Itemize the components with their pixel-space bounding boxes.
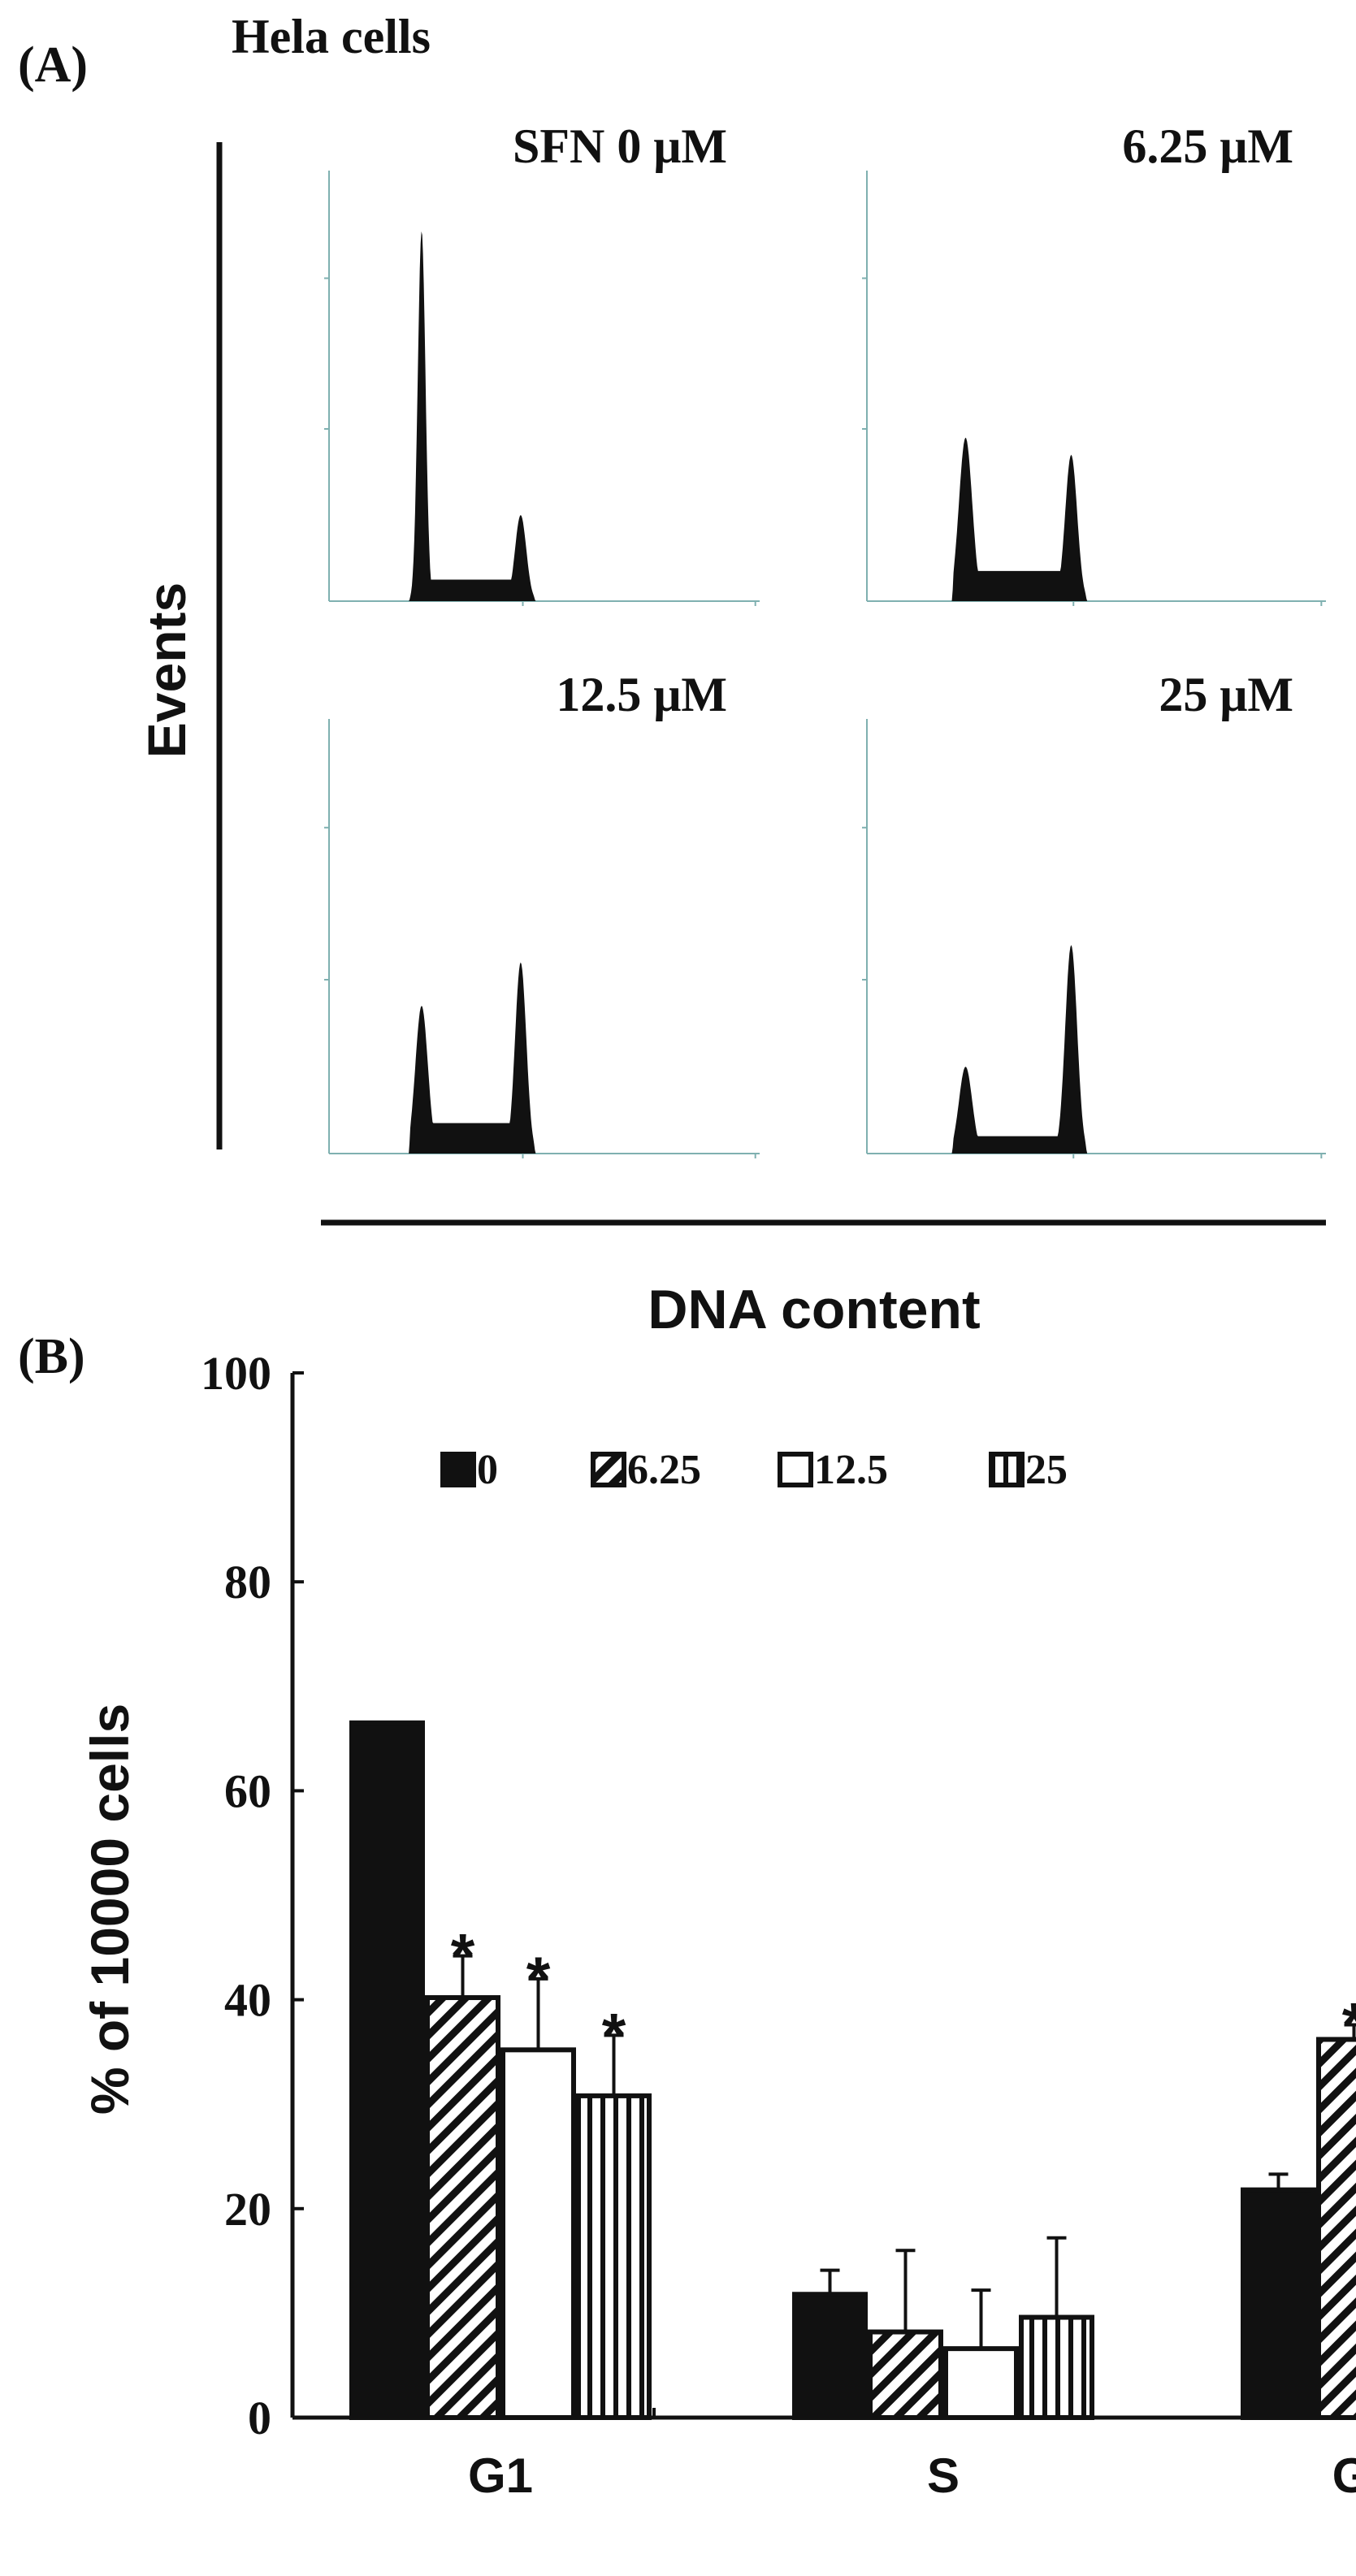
legend-swatch: [440, 1452, 476, 1487]
legend-label: 6.25: [627, 1447, 701, 1493]
y-tick-label: 0: [248, 2392, 271, 2444]
significance-mark: *: [451, 1922, 475, 1991]
histogram-panel: SFN 0 μM: [324, 119, 760, 606]
histogram-profile: [951, 437, 1088, 601]
legend-item: 12.5: [778, 1447, 888, 1493]
histogram-panel: 25 μM: [862, 668, 1326, 1158]
x-tick-label: G2/M: [1332, 2448, 1356, 2503]
histogram-profile: [409, 231, 536, 601]
panel-a-label: (A): [18, 37, 88, 93]
x-tick-label: G1: [468, 2448, 533, 2503]
x-tick-label: S: [927, 2448, 960, 2503]
histogram-label: 6.25 μM: [1122, 119, 1293, 173]
bar: [1316, 2037, 1356, 2421]
bar: [1241, 2187, 1316, 2421]
legend-item: 25: [989, 1447, 1068, 1493]
significance-mark: *: [526, 1945, 551, 2014]
histogram-panel: 6.25 μM: [862, 119, 1326, 606]
y-tick-label: 40: [224, 1974, 271, 2027]
panel-b: (B) % of 10000 cells 0 20 40 60 80 100 G1 S G2/M…: [18, 1329, 1356, 2503]
legend-item: 6.25: [591, 1447, 701, 1493]
y-axis-title: % of 10000 cells: [80, 1704, 140, 2115]
significance-mark: *: [1342, 1990, 1356, 2059]
panel-b-label: (B): [18, 1329, 85, 1384]
dna-content-axis-label: DNA content: [648, 1279, 980, 1340]
bar: [943, 2346, 1019, 2421]
legend-label: 25: [1025, 1447, 1068, 1493]
y-tick-label: 60: [224, 1764, 271, 1817]
y-tick-label: 20: [224, 2183, 271, 2236]
legend-swatch: [989, 1452, 1025, 1487]
bar: [868, 2329, 943, 2421]
legend-label: 12.5: [814, 1447, 888, 1493]
bar: [425, 1995, 500, 2421]
legend-swatch: [778, 1452, 813, 1487]
panel-a-title: Hela cells: [232, 10, 431, 63]
bar: [1019, 2314, 1094, 2420]
significance-mark: *: [602, 2001, 626, 2070]
histogram-label: 25 μM: [1159, 668, 1293, 721]
legend-item: 0: [440, 1447, 498, 1493]
panel-a: (A) Hela cells Events DNA content SFN 0 …: [18, 10, 1326, 1340]
histogram-grid: SFN 0 μM 6.25 μM 12.5 μM 25 μM: [324, 119, 1326, 1158]
histogram-profile: [409, 962, 536, 1154]
bar: [576, 2093, 652, 2421]
legend-label: 0: [477, 1447, 498, 1493]
y-tick-label: 100: [201, 1347, 271, 1400]
bar: [349, 1720, 425, 2421]
bar: [500, 2047, 576, 2420]
y-tick-label: 80: [224, 1556, 271, 1608]
events-axis-label: Events: [136, 582, 197, 758]
histogram-label: 12.5 μM: [556, 668, 727, 721]
bar: [792, 2292, 868, 2420]
histogram-panel: 12.5 μM: [324, 668, 760, 1158]
histogram-label: SFN 0 μM: [513, 119, 727, 173]
histogram-profile: [951, 945, 1088, 1154]
legend-swatch: [591, 1452, 626, 1487]
